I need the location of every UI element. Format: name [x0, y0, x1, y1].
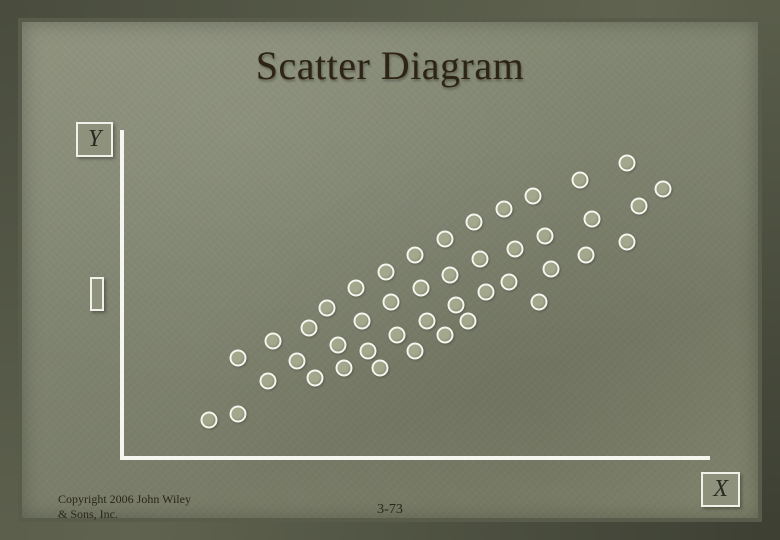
scatter-point — [495, 201, 512, 218]
scatter-point — [460, 313, 477, 330]
scatter-point — [631, 197, 648, 214]
scatter-point — [318, 300, 335, 317]
scatter-point — [619, 234, 636, 251]
scatter-point — [436, 326, 453, 343]
scatter-point — [578, 247, 595, 264]
scatter-point — [418, 313, 435, 330]
scatter-point — [448, 296, 465, 313]
scatter-point — [348, 280, 365, 297]
scatter-point — [265, 333, 282, 350]
scatter-point — [507, 240, 524, 257]
scatter-point — [300, 320, 317, 337]
scatter-point — [442, 267, 459, 284]
scatter-point — [584, 211, 601, 228]
scatter-point — [619, 155, 636, 172]
scatter-point — [477, 283, 494, 300]
x-axis-label: X — [701, 472, 740, 507]
scatter-point — [436, 230, 453, 247]
scatter-point — [230, 405, 247, 422]
scatter-point — [466, 214, 483, 231]
x-axis-line — [120, 456, 710, 460]
page-number: 3-73 — [377, 502, 403, 518]
y-axis-tick-marker — [90, 277, 104, 311]
scatter-point — [330, 336, 347, 353]
scatter-point — [536, 227, 553, 244]
scatter-point — [530, 293, 547, 310]
scatter-point — [407, 343, 424, 360]
slide-title: Scatter Diagram — [0, 42, 780, 89]
scatter-point — [654, 181, 671, 198]
scatter-point — [353, 313, 370, 330]
scatter-point — [336, 359, 353, 376]
scatter-point — [412, 280, 429, 297]
copyright-line-2: & Sons, Inc. — [58, 507, 118, 521]
y-axis-line — [120, 130, 124, 460]
scatter-chart — [120, 130, 710, 460]
scatter-point — [200, 412, 217, 429]
scatter-point — [407, 247, 424, 264]
scatter-point — [259, 372, 276, 389]
scatter-point — [471, 250, 488, 267]
y-axis-label: Y — [76, 122, 113, 157]
scatter-point — [542, 260, 559, 277]
scatter-point — [371, 359, 388, 376]
scatter-point — [306, 369, 323, 386]
copyright-footer: Copyright 2006 John Wiley & Sons, Inc. — [58, 492, 191, 522]
scatter-point — [359, 343, 376, 360]
scatter-point — [572, 171, 589, 188]
scatter-point — [377, 263, 394, 280]
copyright-line-1: Copyright 2006 John Wiley — [58, 492, 191, 506]
scatter-point — [289, 353, 306, 370]
scatter-point — [230, 349, 247, 366]
scatter-point — [383, 293, 400, 310]
scatter-point — [525, 188, 542, 205]
scatter-point — [501, 273, 518, 290]
scatter-point — [389, 326, 406, 343]
